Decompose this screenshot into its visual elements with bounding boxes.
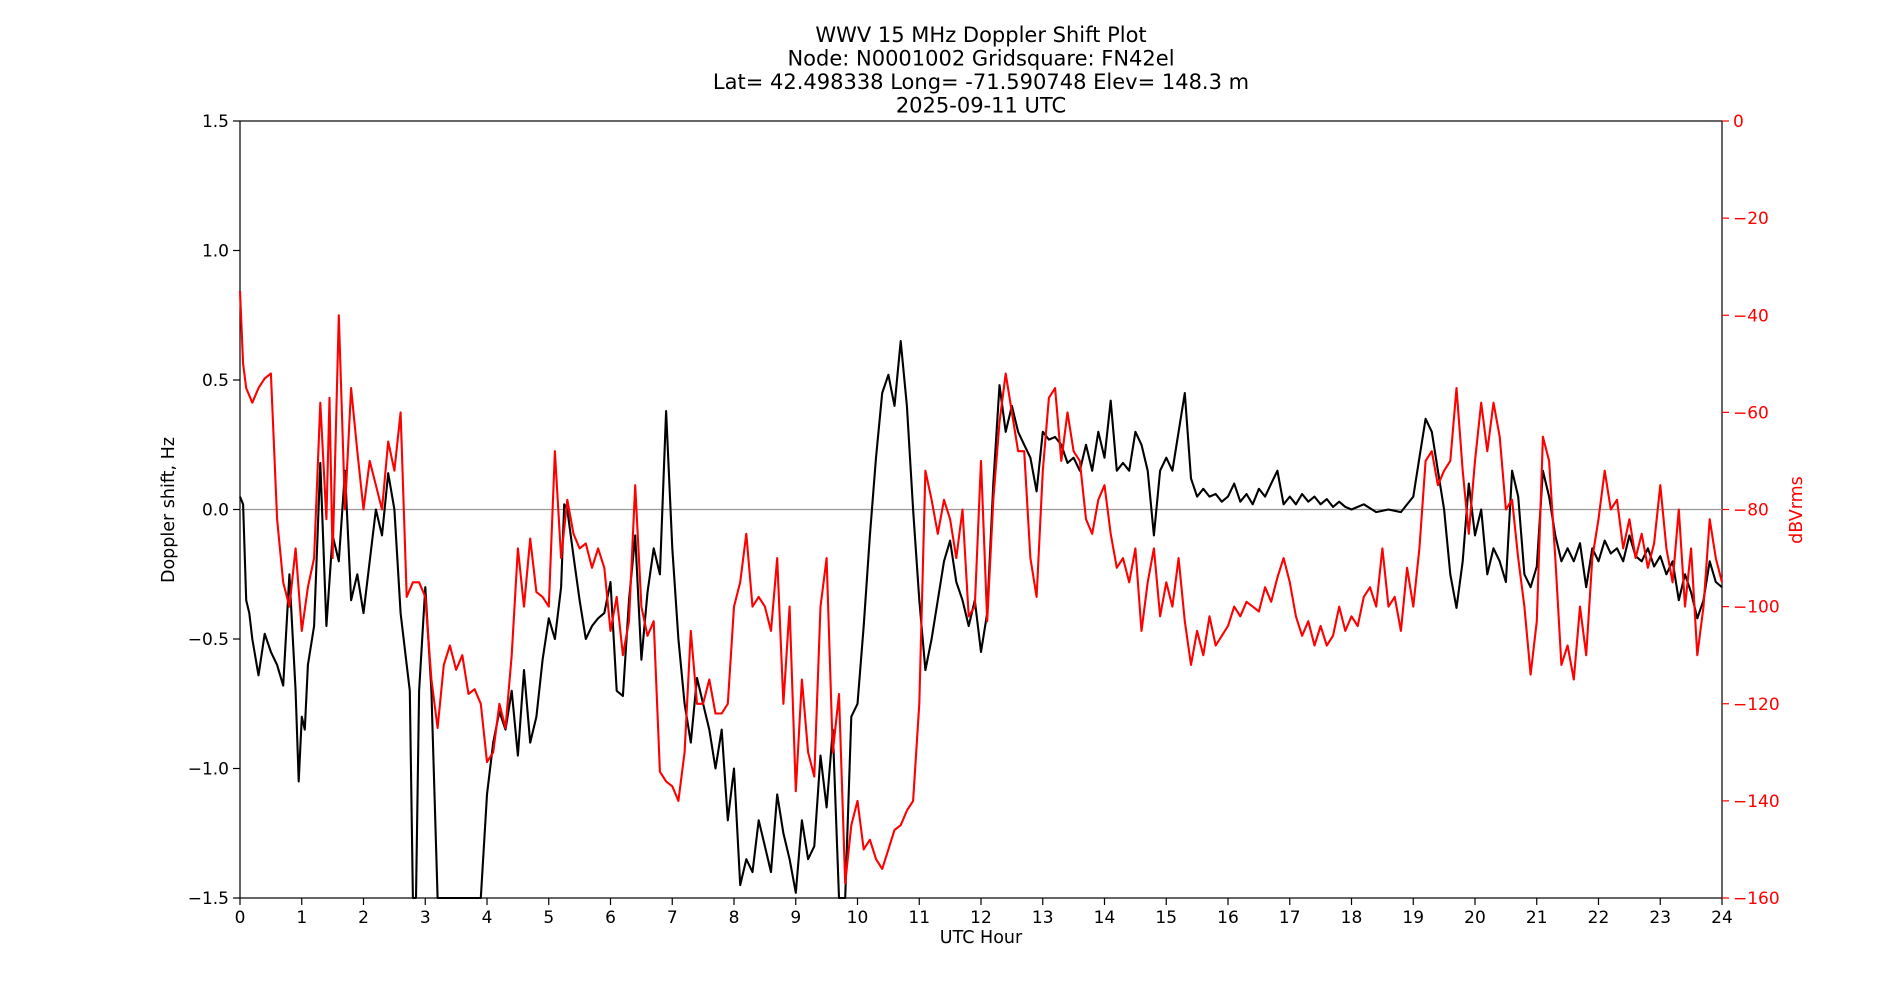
y-right-tick-label: −40 [1733, 306, 1769, 326]
title-line: 2025-09-11 UTC [896, 94, 1066, 118]
x-tick-label: 5 [543, 908, 554, 928]
x-tick-label: 14 [1094, 908, 1116, 928]
title-line: WWV 15 MHz Doppler Shift Plot [815, 23, 1146, 47]
title-line: Node: N0001002 Gridsquare: FN42el [787, 47, 1174, 71]
x-tick-label: 20 [1464, 908, 1486, 928]
x-tick-label: 19 [1402, 908, 1424, 928]
x-tick-label: 9 [790, 908, 801, 928]
x-tick-label: 12 [970, 908, 992, 928]
x-tick-label: 11 [908, 908, 930, 928]
y-left-tick-label: 0.0 [202, 501, 229, 521]
y-right-tick-label: −20 [1733, 209, 1769, 229]
title-line: Lat= 42.498338 Long= -71.590748 Elev= 14… [713, 70, 1249, 94]
x-tick-label: 8 [729, 908, 740, 928]
y-axis-right: 0 −20 −40 −60 −80 −100 −120 −140 −160 [1722, 112, 1780, 909]
y-left-tick-label: −1.5 [188, 889, 229, 909]
x-tick-label: 17 [1279, 908, 1301, 928]
y-left-tick-label: −0.5 [188, 630, 229, 650]
doppler-series-line [239, 340, 1723, 900]
x-tick-label: 6 [605, 908, 616, 928]
x-tick-label: 15 [1155, 908, 1177, 928]
x-tick-label: 1 [296, 908, 307, 928]
x-tick-label: 0 [235, 908, 246, 928]
y-left-tick-label: 1.0 [202, 242, 229, 262]
x-axis-label: UTC Hour [940, 928, 1023, 948]
y-left-tick-label: 1.5 [202, 112, 229, 132]
x-tick-label: 23 [1649, 908, 1671, 928]
x-tick-label: 10 [847, 908, 869, 928]
power-series-line [238, 290, 1724, 885]
y-left-tick-label: −1.0 [188, 760, 229, 780]
x-tick-label: 16 [1217, 908, 1239, 928]
y-right-tick-label: 0 [1733, 112, 1744, 132]
x-tick-label: 3 [420, 908, 431, 928]
series-layer [238, 290, 1724, 900]
x-axis: 0 1 2 3 4 5 6 7 8 9 10 11 12 13 14 15 16 17 18 19 20 21 22 23 24 [235, 898, 1733, 928]
x-tick-label: 4 [482, 908, 493, 928]
y-right-tick-label: −60 [1733, 403, 1769, 423]
y-right-tick-label: −140 [1733, 792, 1780, 812]
y-axis-left: 1.5 1.0 0.5 0.0 −0.5 −1.0 −1.5 [188, 112, 240, 909]
y-right-tick-label: −80 [1733, 501, 1769, 521]
x-tick-label: 22 [1588, 908, 1610, 928]
x-tick-label: 24 [1711, 908, 1733, 928]
y-right-tick-label: −120 [1733, 695, 1780, 715]
y-left-tick-label: 0.5 [202, 371, 229, 391]
y-right-tick-label: −100 [1733, 598, 1780, 618]
x-tick-label: 7 [667, 908, 678, 928]
plot-area [238, 120, 1724, 900]
x-tick-label: 18 [1341, 908, 1363, 928]
y-right-tick-label: −160 [1733, 889, 1780, 909]
x-tick-label: 13 [1032, 908, 1054, 928]
y-axis-right-label: dBVrms [1787, 476, 1807, 544]
x-tick-label: 2 [358, 908, 369, 928]
x-tick-label: 21 [1526, 908, 1548, 928]
y-axis-left-label: Doppler shift, Hz [159, 437, 179, 583]
